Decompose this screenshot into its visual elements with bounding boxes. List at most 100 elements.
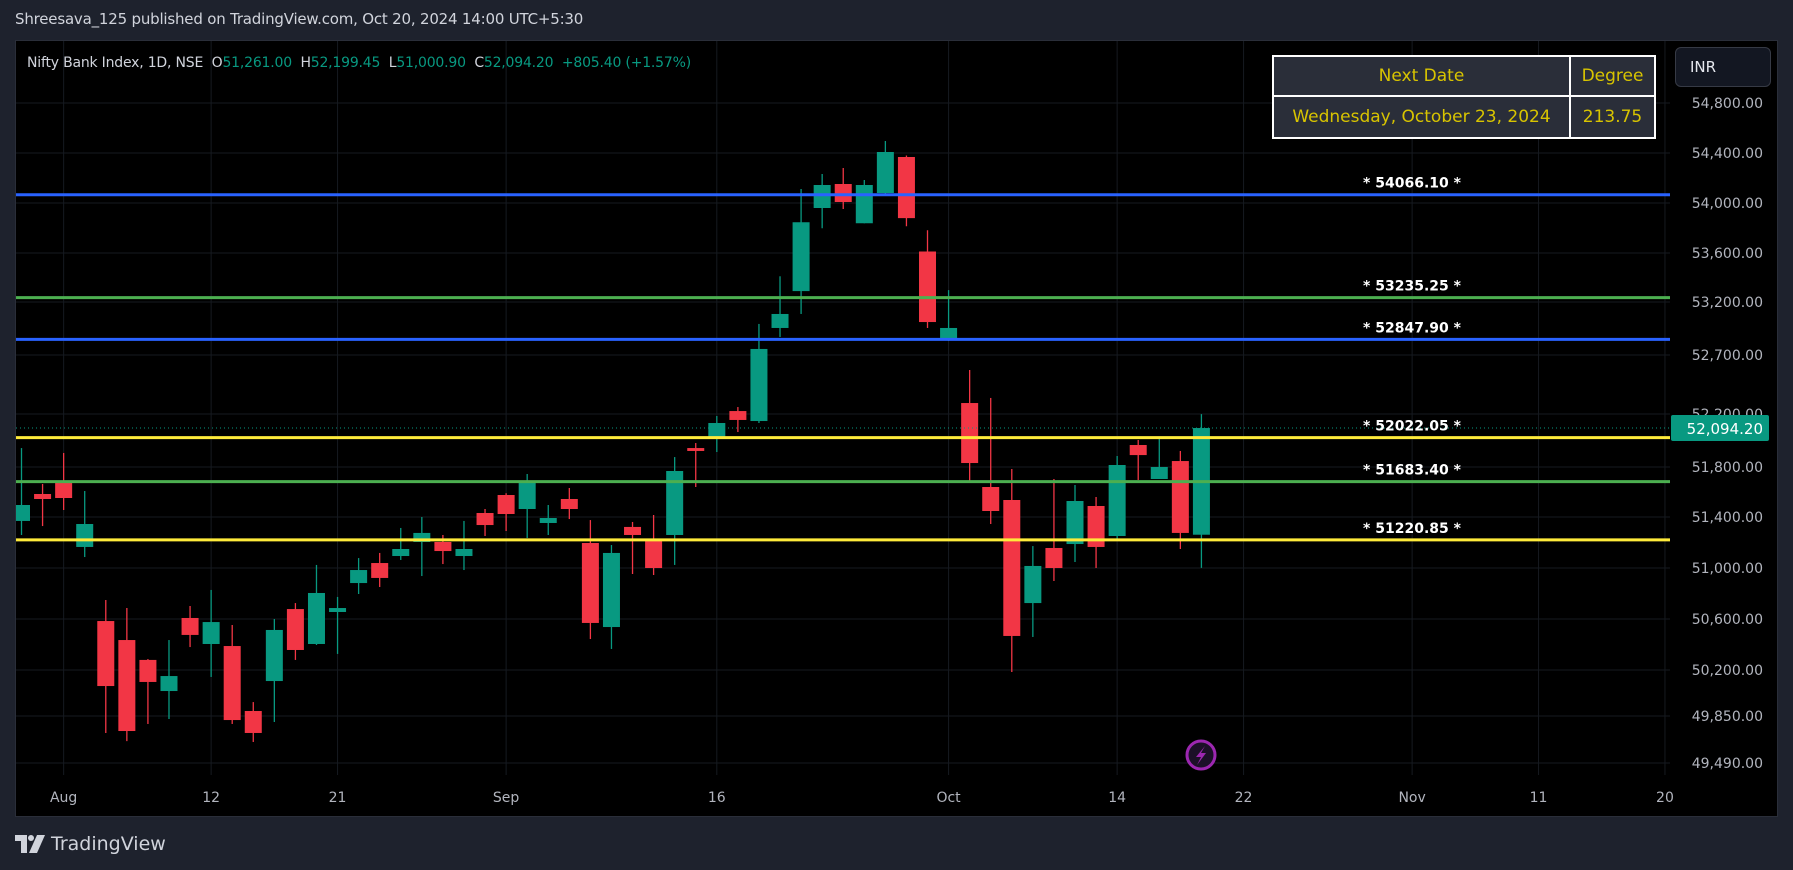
candle xyxy=(329,596,347,654)
candle-body xyxy=(476,513,494,526)
candle xyxy=(1150,437,1168,479)
candle-body xyxy=(708,423,726,438)
candle xyxy=(16,448,30,535)
currency-button[interactable]: INR xyxy=(1675,47,1771,87)
level-label: * 52022.05 * xyxy=(1363,419,1462,435)
candle xyxy=(581,520,599,640)
candle xyxy=(602,545,620,649)
price-tick-label: 52,700.00 xyxy=(1692,348,1763,364)
candle-body xyxy=(286,609,304,650)
low-label: L xyxy=(388,55,397,71)
time-tick-label: 11 xyxy=(1530,790,1548,806)
level-label: * 54066.10 * xyxy=(1363,176,1462,192)
candle-body xyxy=(350,570,368,584)
candle xyxy=(34,484,52,527)
candle-body xyxy=(1066,501,1084,545)
symbol-title[interactable]: Nifty Bank Index, 1D, NSE xyxy=(27,55,204,71)
time-tick-label: Oct xyxy=(936,790,961,806)
candle-body xyxy=(55,483,73,498)
time-tick-label: Sep xyxy=(493,790,520,806)
price-tick-label: 51,400.00 xyxy=(1692,510,1763,526)
price-tick-label: 49,850.00 xyxy=(1692,709,1763,725)
candles xyxy=(16,141,1210,742)
candle xyxy=(560,488,578,520)
price-tick-label: 53,200.00 xyxy=(1692,295,1763,311)
candle-body xyxy=(876,152,894,193)
candle-body xyxy=(729,411,747,420)
candle-body xyxy=(1129,445,1147,456)
last-price-badge xyxy=(1671,415,1769,442)
candle-body xyxy=(919,251,937,323)
candle xyxy=(1024,546,1042,637)
candle xyxy=(181,605,199,648)
candle-body xyxy=(76,524,94,547)
candle-body xyxy=(750,348,768,422)
candle xyxy=(813,174,831,229)
candle-body xyxy=(624,526,642,535)
candle xyxy=(687,443,705,487)
candle xyxy=(202,589,220,677)
candle xyxy=(624,521,642,574)
candle-body xyxy=(813,185,831,208)
price-tick-label: 54,400.00 xyxy=(1692,146,1763,162)
candle xyxy=(1066,485,1084,563)
price-axis: 54,800.00 54,400.00 54,000.00 53,600.00 53,2… xyxy=(1671,96,1769,772)
next-date-value: Wednesday, October 23, 2024 xyxy=(1274,97,1571,137)
candle-body xyxy=(392,549,410,557)
level-label: * 52847.90 * xyxy=(1363,320,1462,336)
candle xyxy=(961,369,979,482)
candle xyxy=(855,180,873,224)
candle xyxy=(76,491,94,558)
candle-body xyxy=(1003,500,1021,636)
price-tick-label: 53,600.00 xyxy=(1692,246,1763,262)
published-caption: Shreesava_125 published on TradingView.c… xyxy=(15,10,584,28)
candle xyxy=(307,564,325,646)
time-tick-label: 14 xyxy=(1108,790,1126,806)
price-tick-label: 51,000.00 xyxy=(1692,561,1763,577)
level-label: * 53235.25 * xyxy=(1363,279,1462,295)
open-label: O xyxy=(211,55,223,71)
candle xyxy=(265,619,283,723)
low-value: 51,000.90 xyxy=(396,55,466,71)
candle xyxy=(1129,439,1147,480)
candle xyxy=(919,230,937,328)
candle xyxy=(118,608,136,742)
lightning-bolt-icon[interactable] xyxy=(1185,739,1217,771)
candle xyxy=(1045,479,1063,582)
candle xyxy=(350,558,368,595)
price-tick-label: 49,490.00 xyxy=(1692,756,1763,772)
candle xyxy=(518,474,536,539)
candle-body xyxy=(961,403,979,464)
candle xyxy=(792,189,810,314)
grid xyxy=(16,41,1670,775)
tradingview-logo-icon xyxy=(15,835,45,853)
candle-body xyxy=(160,676,178,692)
candle-body xyxy=(666,471,684,535)
candle-body xyxy=(413,532,431,542)
candle-body xyxy=(307,592,325,644)
high-label: H xyxy=(300,55,311,71)
candle xyxy=(286,603,304,660)
candle xyxy=(371,552,389,587)
candle xyxy=(139,659,157,724)
candle xyxy=(666,457,684,565)
candle xyxy=(476,509,494,536)
candle xyxy=(1171,450,1189,550)
time-tick-label: 21 xyxy=(329,790,347,806)
candle-body xyxy=(940,327,958,339)
footer-brand[interactable]: TradingView xyxy=(15,833,166,855)
candle-body xyxy=(329,608,347,612)
time-tick-label: 16 xyxy=(708,790,726,806)
time-tick-label: 12 xyxy=(202,790,220,806)
high-value: 52,199.45 xyxy=(310,55,381,71)
candle-body xyxy=(181,617,199,635)
candle xyxy=(876,141,894,196)
price-tick-label: 54,800.00 xyxy=(1692,96,1763,112)
candle-body xyxy=(539,518,557,523)
candle-body xyxy=(118,640,136,732)
candle-body xyxy=(560,499,578,509)
candle-body xyxy=(1171,461,1189,533)
close-label: C xyxy=(474,55,484,71)
ohlc-legend: Nifty Bank Index, 1D, NSE O51,261.00 H52… xyxy=(27,55,691,71)
